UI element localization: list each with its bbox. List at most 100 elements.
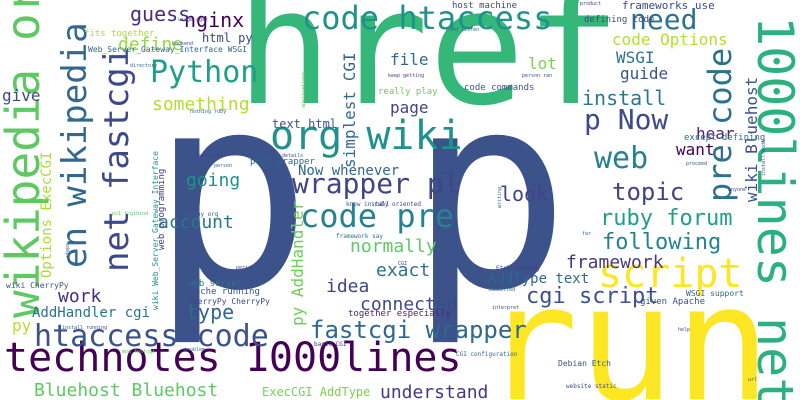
word-perl-wrapper: perl wrapper xyxy=(250,157,316,167)
word-peri: peri xyxy=(236,265,249,271)
word-framework-say: framework say xyxy=(336,233,383,240)
word-addtype-text: AddType text xyxy=(488,271,590,287)
word-host-machine: host machine xyxy=(452,1,518,11)
word-going: going xyxy=(186,170,241,191)
word-submitted: submitted xyxy=(488,287,516,293)
word-steps: steps xyxy=(65,242,71,258)
word-code-pre: code pre xyxy=(300,197,455,235)
word-technotes-1000lines: technotes 1000lines xyxy=(4,335,462,381)
word-want: want xyxy=(676,140,715,159)
word-person-ran: person ran xyxy=(522,73,553,79)
word-wiki-cherrypy: wiki CherryPy xyxy=(6,281,69,290)
word-need: need xyxy=(630,3,698,36)
word-py-addhandler: py AddHandler xyxy=(288,200,307,326)
word-mod-fastcgi: mod_fastcgi xyxy=(122,349,156,355)
word-addhandler-cgi: AddHandler cgi xyxy=(32,305,151,321)
word-framework: framework xyxy=(566,252,664,273)
word-p-left: p xyxy=(150,35,313,350)
word-wsgi-support: WSGI support xyxy=(686,289,744,298)
word-p-right: p xyxy=(408,35,571,350)
word-1000lines-net: 1000lines net xyxy=(746,16,800,400)
word-wiki-web-server-gateway-interface: wiki Web_Server_Gateway_Interface xyxy=(151,151,160,310)
word-applications: applications xyxy=(301,71,307,108)
word-topic: topic xyxy=(612,178,685,206)
word-wsgi: WSGI xyxy=(616,48,655,67)
word-web-server: web server xyxy=(188,279,243,289)
word-website-static: website static xyxy=(566,383,617,390)
word-given-apache: given Apache xyxy=(640,297,706,307)
word-now-whenever: Now whenever xyxy=(298,163,400,179)
word-html-py: html py xyxy=(202,31,253,45)
word-make-make: Make make xyxy=(196,153,224,159)
word-bluehost-bluehost: Bluehost Bluehost xyxy=(34,380,219,400)
word-bind-listen: bind listen xyxy=(446,27,480,33)
word-following: following xyxy=(602,230,722,255)
word-usage-aget: usage aget xyxy=(178,17,209,23)
word-debian-etch: Debian Etch xyxy=(558,359,611,368)
word-look: look xyxy=(500,182,549,206)
word-code-commands: code commands xyxy=(464,83,535,93)
word-except-defining: except defining xyxy=(684,133,766,143)
word-understand: understand xyxy=(380,382,489,400)
word-fits-together: fits together xyxy=(84,29,155,39)
word-options-execcgi: Options ExecCGI xyxy=(39,151,55,278)
word-directory: directory xyxy=(130,63,158,69)
word-org-wiki: org wiki xyxy=(270,113,463,159)
word-ruby-forum: ruby forum xyxy=(600,206,733,231)
word-guide: guide xyxy=(620,64,669,83)
word-problem: problem xyxy=(184,347,206,353)
word-web: web xyxy=(594,141,649,176)
word-py: py xyxy=(12,316,32,335)
word-wrapper-pl: wrapper pl xyxy=(292,167,461,200)
word-person: person xyxy=(214,163,233,169)
word-cgi-configuration: CGI configuration xyxy=(456,351,518,358)
word-idea: idea xyxy=(326,276,370,297)
word-file: file xyxy=(390,50,429,69)
word-something: something xyxy=(152,94,250,115)
word-connected: connected xyxy=(360,294,458,315)
word-help: help xyxy=(678,327,691,333)
word-writing: writing xyxy=(497,186,503,208)
word-lot: lot xyxy=(528,54,557,73)
word-proceed: proceed xyxy=(686,161,708,167)
word-run: run xyxy=(482,250,771,400)
word-give: give xyxy=(2,86,41,105)
word-normally: normally xyxy=(350,236,437,257)
word-far: far xyxy=(582,231,592,237)
word-href: href xyxy=(236,0,622,141)
word-account: account xyxy=(158,212,234,233)
word-details: details xyxy=(282,153,304,159)
word-really-play: really play xyxy=(378,87,438,97)
word-backend: backend xyxy=(172,41,194,47)
word-cgi-script: cgi script xyxy=(526,284,659,309)
word-webpy-org: webpy org xyxy=(186,211,219,218)
word-frameworks-use: frameworks use xyxy=(622,0,715,12)
word-page: page xyxy=(390,98,429,117)
word-apache-running: Apache running xyxy=(184,287,260,297)
word-etch-serving: Etch serving xyxy=(496,265,540,272)
word-install-mode: install mode xyxy=(761,139,767,176)
word-guess: guess xyxy=(130,2,191,26)
word-code-options: code Options xyxy=(612,30,728,49)
word-url: url xyxy=(748,377,758,383)
word-basic-cgi: basic CGI xyxy=(314,341,347,348)
word-keep-getting: keep getting xyxy=(388,73,425,79)
word-type: type xyxy=(186,300,235,324)
word-exact: exact xyxy=(376,260,431,281)
word-ps1-fcgibind: ps1 fcgibind xyxy=(112,211,149,217)
word-web-server-gateway-interface-wsgi: Web_Server_Gateway_Interface WSGI xyxy=(88,45,247,54)
word-net-fastcgi: net fastcgi xyxy=(97,46,137,272)
word-hear: hear xyxy=(696,124,735,143)
word-htaccess-code: htaccess code xyxy=(34,319,269,354)
word-together-especially: together especially xyxy=(348,309,451,319)
word-ruby-oriented: ruby oriented xyxy=(374,201,421,208)
word-install-running: install running xyxy=(62,325,108,331)
word-python: Python xyxy=(150,55,259,90)
word-nginx: nginx xyxy=(184,8,245,32)
word-simplest-cgi: simplest CGI xyxy=(340,52,359,168)
word-defining-code: defining code xyxy=(584,15,655,25)
word-execcgi-addtype: ExecCGI AddType xyxy=(262,385,371,399)
word-en-wikipedia: en wikipedia xyxy=(55,22,95,268)
word-cherrypy-cherrypy: CherryPy CherryPy xyxy=(188,297,270,306)
